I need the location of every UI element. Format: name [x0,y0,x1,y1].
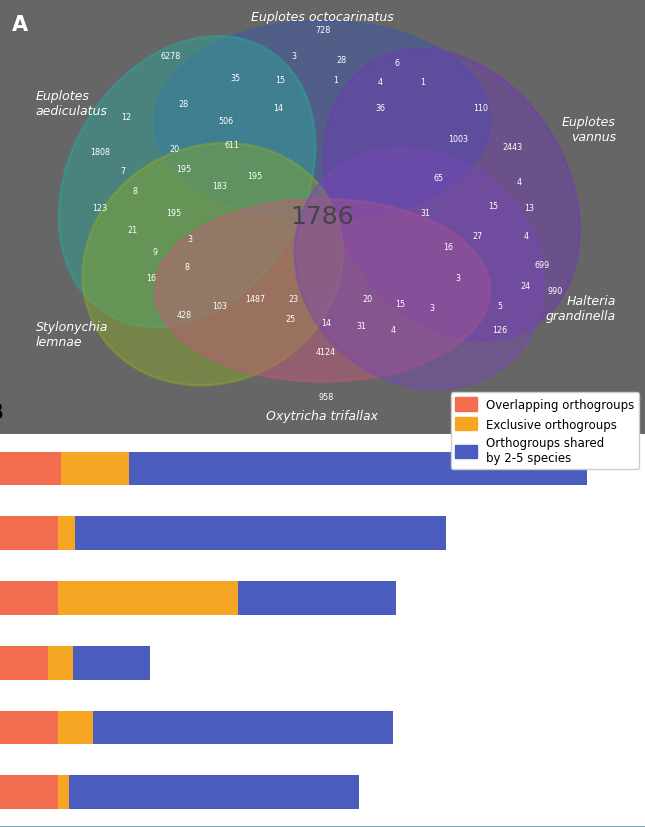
Text: 7: 7 [120,167,125,176]
Text: 12: 12 [121,112,131,122]
Ellipse shape [83,144,343,386]
Text: 1808: 1808 [90,147,110,156]
Bar [0,646,48,680]
Text: 28: 28 [179,100,189,108]
Text: Euplotes octocarinatus: Euplotes octocarinatus [251,11,394,24]
Text: 13: 13 [524,204,534,213]
Text: 4: 4 [517,178,522,187]
Text: 1487: 1487 [244,295,265,304]
Text: 31: 31 [421,208,431,218]
Text: 3: 3 [455,274,461,282]
Text: 28: 28 [337,56,347,65]
Text: 23: 23 [288,295,299,304]
Ellipse shape [295,149,544,390]
Text: 4: 4 [378,78,383,87]
Text: 9: 9 [152,247,157,256]
Text: Oxytricha trifallax: Oxytricha trifallax [266,409,379,422]
Text: 14: 14 [321,319,331,328]
Text: 183: 183 [212,182,227,191]
Text: Halteria
grandinella: Halteria grandinella [546,294,616,323]
Text: 126: 126 [492,326,508,334]
Text: 16: 16 [146,274,157,282]
Text: 1786: 1786 [291,205,354,229]
Text: 8: 8 [184,262,190,271]
Text: B: B [0,403,3,423]
Text: Stylonychia
lemnae: Stylonychia lemnae [35,320,108,348]
Text: 6: 6 [394,59,399,68]
Text: 3: 3 [188,234,193,243]
Text: 4: 4 [523,232,528,241]
Text: 15: 15 [275,76,286,85]
Text: 2443: 2443 [502,143,523,152]
Text: 36: 36 [375,104,386,113]
Text: 428: 428 [176,310,192,319]
Text: 21: 21 [127,226,137,235]
Text: 3: 3 [291,52,296,61]
Ellipse shape [59,37,315,327]
Text: Euplotes
aediculatus: Euplotes aediculatus [35,90,107,118]
Text: 1: 1 [420,78,425,87]
Text: 25: 25 [285,314,295,323]
Bar [57,581,238,615]
Text: 123: 123 [92,204,108,213]
Text: 35: 35 [230,74,241,83]
Text: 15: 15 [395,299,405,308]
Bar [69,776,359,809]
Bar [61,452,129,485]
Text: 20: 20 [362,295,373,304]
Bar [75,517,446,550]
Ellipse shape [155,22,490,222]
Text: 15: 15 [488,202,499,211]
Bar [129,452,587,485]
Text: 27: 27 [472,232,482,241]
Text: 4124: 4124 [315,347,336,356]
Text: 6278: 6278 [161,52,181,61]
Text: 990: 990 [547,286,562,295]
Text: 65: 65 [433,174,444,183]
Legend: Overlapping orthogroups, Exclusive orthogroups, Orthogroups shared
by 2-5 specie: Overlapping orthogroups, Exclusive ortho… [451,393,639,470]
Text: 195: 195 [176,165,192,174]
Bar [57,776,69,809]
Bar [57,517,75,550]
Bar [72,646,150,680]
Text: 110: 110 [473,104,488,113]
Text: 958: 958 [318,393,333,402]
Text: 611: 611 [224,141,240,150]
Text: 728: 728 [315,26,330,35]
Text: 699: 699 [534,261,550,270]
Text: 24: 24 [521,282,531,291]
Text: 16: 16 [443,243,453,252]
Bar [0,452,61,485]
Ellipse shape [323,50,580,341]
Bar [0,711,57,744]
Text: 4: 4 [391,326,396,334]
Ellipse shape [155,199,490,382]
Text: Euplotes
vannus: Euplotes vannus [562,117,616,144]
Text: A: A [12,15,28,36]
Text: 195: 195 [247,171,263,180]
Bar [0,517,57,550]
Text: 20: 20 [169,146,179,155]
Bar [0,581,57,615]
Text: 195: 195 [166,208,182,218]
Bar [238,581,396,615]
Text: 8: 8 [133,187,138,195]
Bar [0,776,57,809]
Text: 103: 103 [212,302,227,311]
Text: 1003: 1003 [448,135,468,143]
Text: 31: 31 [356,321,366,330]
Text: 506: 506 [218,117,233,126]
Text: 5: 5 [497,302,502,311]
Bar [57,711,93,744]
Bar [93,711,393,744]
Text: 3: 3 [430,304,435,313]
Text: 1: 1 [333,76,338,85]
Bar [48,646,72,680]
Text: 14: 14 [273,104,284,113]
